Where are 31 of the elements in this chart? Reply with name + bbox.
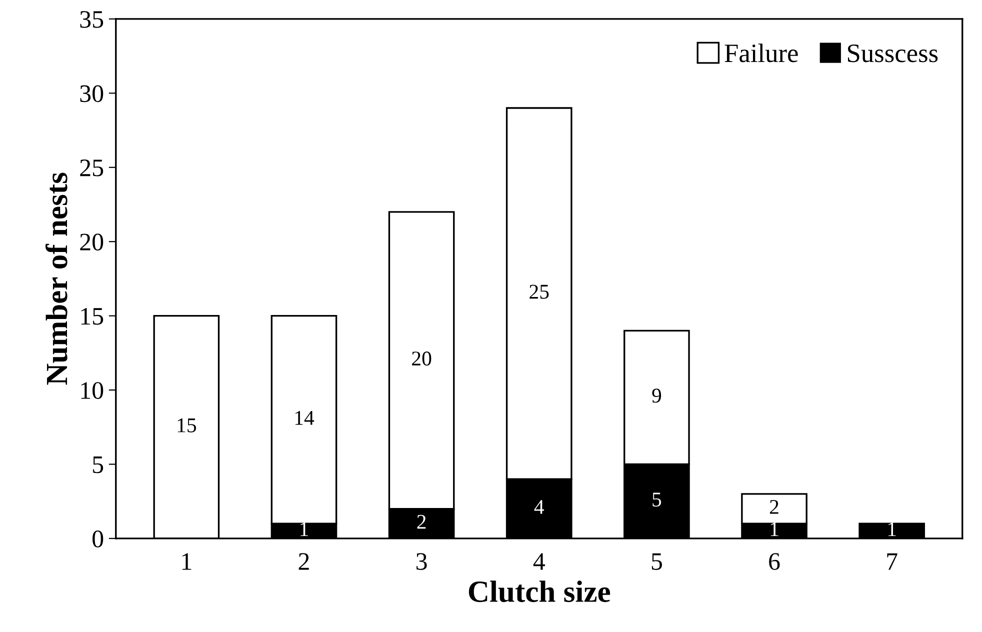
y-tick-label: 5: [93, 456, 104, 474]
y-axis-title: Number of nests: [45, 172, 68, 385]
x-tick-label: 7: [887, 553, 898, 570]
x-tick-label: 1: [182, 553, 192, 570]
data-label: 14: [295, 410, 314, 425]
data-label: 25: [530, 284, 549, 299]
data-label: 2: [417, 514, 426, 529]
data-label: 20: [412, 352, 432, 366]
y-tick-label: 30: [80, 85, 104, 102]
x-tick-label: 3: [416, 553, 427, 570]
data-label: 5: [652, 492, 662, 507]
x-tick-label: 5: [652, 553, 662, 570]
data-label: 15: [178, 418, 196, 432]
y-tick-label: 35: [80, 11, 104, 28]
x-tick-label: 2: [298, 553, 309, 570]
y-tick-label: 20: [80, 234, 104, 251]
x-tick-label: 6: [769, 553, 780, 570]
legend-label: Failure: [724, 44, 798, 62]
legend-label: Susscess: [848, 44, 938, 62]
data-label: 2: [770, 500, 778, 514]
y-tick-label: 0: [92, 530, 104, 548]
y-tick-label: 25: [80, 160, 104, 176]
data-label: 1: [888, 522, 896, 536]
data-label: 9: [652, 388, 662, 403]
x-axis-title: Clutch size: [468, 580, 610, 602]
y-tick-label: 10: [81, 382, 104, 399]
x-tick-label: 4: [533, 553, 545, 570]
y-tick-label: 15: [81, 308, 104, 325]
data-label: 1: [770, 522, 778, 536]
data-label: 4: [534, 500, 544, 514]
data-label: 1: [300, 522, 308, 536]
